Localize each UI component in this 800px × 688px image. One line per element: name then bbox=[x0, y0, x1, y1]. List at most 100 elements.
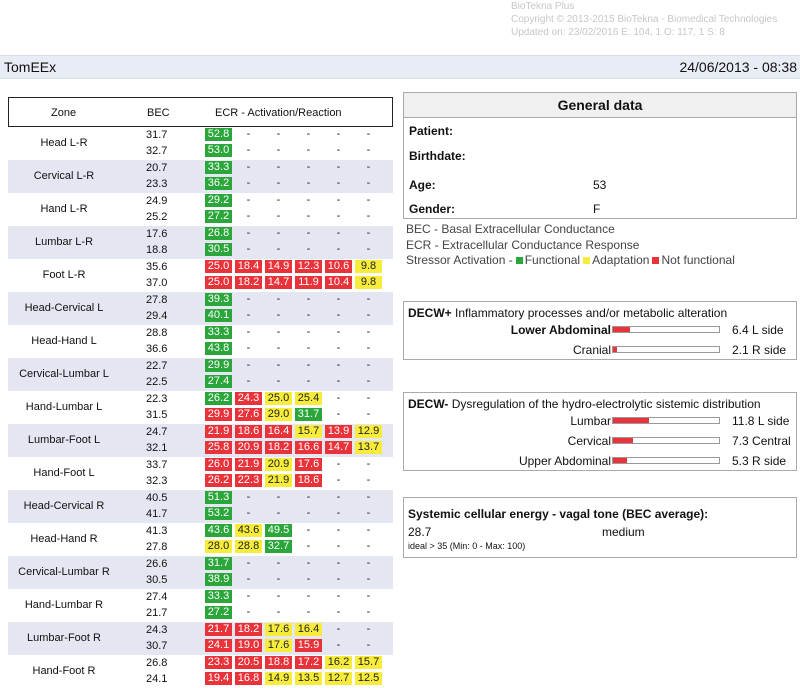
ecr-cell: - bbox=[246, 177, 251, 189]
ecr-cell: 31.7 bbox=[205, 557, 232, 570]
zone-name: Hand L-R bbox=[40, 203, 88, 215]
bec-value: 22.7 bbox=[146, 360, 168, 372]
ecr-cell: 12.9 bbox=[355, 425, 382, 438]
indicator-label: Cranial bbox=[572, 343, 611, 357]
title-bar: TomEEx 24/06/2013 - 08:38 bbox=[0, 55, 800, 79]
energy-note: ideal > 35 (Min: 0 - Max: 100) bbox=[408, 541, 526, 551]
ecr-cell: - bbox=[366, 639, 371, 651]
ecr-cell: - bbox=[276, 557, 281, 569]
ecr-cell: - bbox=[246, 144, 251, 156]
ecr-cell: 51.3 bbox=[205, 491, 232, 504]
age-value: 53 bbox=[593, 178, 607, 192]
ecr-cell: - bbox=[366, 392, 371, 404]
ecr-cell: - bbox=[366, 309, 371, 321]
legend-bec: BEC - Basal Extracellular Conductance bbox=[406, 222, 615, 236]
indicator-bar bbox=[612, 346, 720, 353]
ecr-cell: - bbox=[366, 359, 371, 371]
zone-name: Lumbar-Foot L bbox=[27, 434, 101, 446]
ecr-cell: 22.3 bbox=[235, 474, 262, 487]
ecr-cell: 14.9 bbox=[265, 672, 292, 685]
ecr-cell: - bbox=[276, 309, 281, 321]
ecr-cell: - bbox=[246, 194, 251, 206]
zone-name: Cervical-Lumbar R bbox=[18, 566, 110, 578]
ecr-cell: 15.7 bbox=[295, 425, 322, 438]
ecr-cell: 27.4 bbox=[205, 375, 232, 388]
ecr-cell: - bbox=[246, 606, 251, 618]
bec-value: 27.8 bbox=[146, 541, 168, 553]
ecr-cell: 11.9 bbox=[295, 276, 322, 289]
ecr-cell: - bbox=[336, 606, 341, 618]
ecr-cell: - bbox=[336, 359, 341, 371]
ecr-cell: 10.4 bbox=[325, 276, 352, 289]
zone-name: Cervical-Lumbar L bbox=[19, 368, 109, 380]
zone-name: Head-Cervical L bbox=[24, 302, 104, 314]
ecr-cell: 16.4 bbox=[265, 425, 292, 438]
ecr-cell: - bbox=[336, 557, 341, 569]
ecr-cell: 28.0 bbox=[205, 540, 232, 553]
bec-value: 18.8 bbox=[146, 244, 168, 256]
ecr-cell: - bbox=[366, 474, 371, 486]
table-row: Lumbar-Foot L 24.7 32.1 21.9 18.6 16.4 15.7 13.… bbox=[8, 424, 393, 457]
bec-value: 24.7 bbox=[146, 426, 168, 438]
copyright-text: Copyright © 2013-2015 BioTekna - Biomedi… bbox=[511, 14, 778, 25]
ecr-cell: - bbox=[366, 227, 371, 239]
indicator-row: Lower Abdominal 6.4 L side bbox=[404, 321, 798, 339]
bec-value: 26.8 bbox=[146, 657, 168, 669]
ecr-cell: - bbox=[276, 342, 281, 354]
indicator-value: 7.3 Central bbox=[732, 434, 791, 448]
indicator-bar-fill bbox=[613, 458, 627, 463]
ecr-cell: - bbox=[306, 326, 311, 338]
ecr-cell: - bbox=[366, 144, 371, 156]
table-row: Lumbar-Foot R 24.3 30.7 21.7 18.2 17.6 16.4 - - 2… bbox=[8, 622, 393, 655]
bec-value: 28.8 bbox=[146, 327, 168, 339]
ecr-cell: - bbox=[276, 128, 281, 140]
not-functional-swatch-icon bbox=[652, 257, 660, 264]
ecr-cell: 30.5 bbox=[205, 243, 232, 256]
indicator-value: 2.1 R side bbox=[732, 343, 786, 357]
ecr-cell: - bbox=[306, 375, 311, 387]
ecr-cell: - bbox=[276, 606, 281, 618]
energy-value: 28.7 bbox=[408, 525, 432, 539]
table-row: Lumbar L-R 17.6 18.8 26.8 - - - - - 30.5 - - - - - bbox=[8, 226, 393, 259]
zone-name: Lumbar-Foot R bbox=[27, 632, 101, 644]
age-label: Age: bbox=[409, 178, 436, 192]
ecr-cell: 52.8 bbox=[205, 128, 232, 141]
ecr-cell: 18.2 bbox=[235, 276, 262, 289]
ecr-cell: 39.3 bbox=[205, 293, 232, 306]
ecr-cell: 16.2 bbox=[325, 656, 352, 669]
ecr-cell: - bbox=[306, 144, 311, 156]
ecr-cell: 23.3 bbox=[205, 656, 232, 669]
ecr-cell: - bbox=[336, 309, 341, 321]
indicator-bar-fill bbox=[613, 327, 630, 332]
exam-datetime: 24/06/2013 - 08:38 bbox=[679, 59, 797, 75]
ecr-cell: - bbox=[336, 639, 341, 651]
ecr-cell: - bbox=[306, 177, 311, 189]
ecr-cell: 17.6 bbox=[265, 639, 292, 652]
ecr-cell: - bbox=[336, 392, 341, 404]
bec-value: 29.4 bbox=[146, 310, 168, 322]
bec-value: 31.7 bbox=[146, 129, 168, 141]
updated-text: Updated on: 23/02/2016 E: 104, 1 O: 117,… bbox=[511, 27, 725, 38]
legend-stressor-prefix: Stressor Activation - bbox=[406, 253, 513, 267]
zone-table: Zone BEC ECR - Activation/Reaction Head … bbox=[8, 97, 393, 688]
decw-minus-title: DECW- Dysregulation of the hydro-electro… bbox=[408, 397, 761, 411]
ecr-cell: - bbox=[336, 177, 341, 189]
ecr-cell: - bbox=[366, 194, 371, 206]
ecr-cell: - bbox=[306, 590, 311, 602]
indicator-label: Cervical bbox=[567, 434, 611, 448]
product-name: BioTekna Plus bbox=[511, 1, 575, 12]
ecr-cell: 29.2 bbox=[205, 194, 232, 207]
ecr-cell: - bbox=[246, 375, 251, 387]
ecr-cell: - bbox=[276, 375, 281, 387]
indicator-bar-fill bbox=[613, 438, 634, 443]
ecr-cell: - bbox=[276, 161, 281, 173]
table-row: Head-Cervical R 40.5 41.7 51.3 - - - - - 53.2 - - - -… bbox=[8, 490, 393, 523]
ecr-cell: - bbox=[366, 408, 371, 420]
legend: BEC - Basal Extracellular Conductance EC… bbox=[406, 222, 735, 269]
bec-value: 27.8 bbox=[146, 294, 168, 306]
ecr-cell: - bbox=[336, 144, 341, 156]
legend-not-functional: Not functional bbox=[661, 253, 735, 267]
ecr-cell: - bbox=[306, 342, 311, 354]
ecr-cell: - bbox=[276, 590, 281, 602]
indicator-number: 7.3 bbox=[732, 434, 749, 448]
